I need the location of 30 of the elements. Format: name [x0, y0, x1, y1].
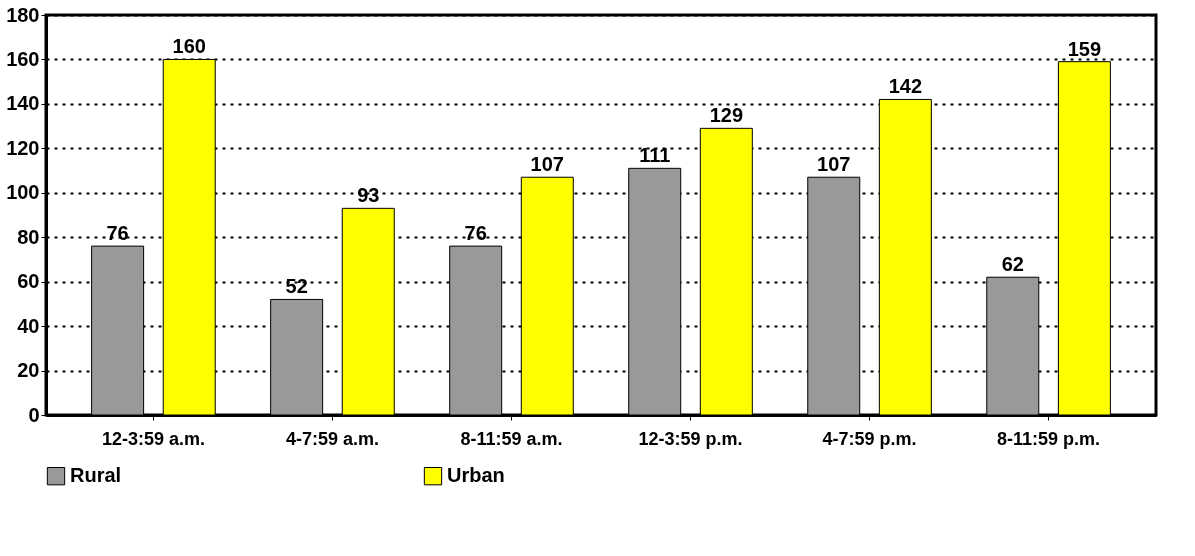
data-label: 107: [530, 153, 564, 176]
data-label: 111: [639, 144, 671, 167]
data-label: 129: [709, 104, 744, 127]
legend-label: Rural: [70, 464, 122, 487]
y-tick-label: 100: [6, 181, 40, 204]
x-tick-label: 12-3:59 a.m.: [101, 428, 205, 449]
y-tick-label: 20: [17, 359, 40, 382]
y-tick-label: 80: [17, 225, 40, 248]
legend-label: Urban: [447, 464, 505, 487]
y-tick-label: 120: [6, 136, 40, 159]
data-label: 142: [888, 75, 923, 98]
data-label: 76: [464, 222, 487, 245]
data-label: 93: [357, 184, 380, 207]
x-tick-label: 12-3:59 p.m.: [638, 428, 743, 449]
data-label: 107: [817, 153, 851, 176]
data-label: 159: [1067, 37, 1102, 60]
data-label: 160: [172, 35, 206, 58]
y-tick-label: 0: [28, 403, 40, 426]
x-tick-label: 4-7:59 p.m.: [822, 428, 917, 449]
x-tick-label: 4-7:59 a.m.: [285, 428, 379, 449]
y-tick-label: 40: [17, 314, 40, 337]
data-label: 52: [285, 275, 308, 298]
y-tick-label: 60: [17, 270, 40, 293]
data-label: 62: [1001, 253, 1024, 276]
data-label: 76: [106, 222, 129, 245]
y-tick-label: 180: [6, 3, 40, 26]
y-tick-label: 160: [6, 47, 40, 70]
x-tick-label: 8-11:59 a.m.: [460, 428, 563, 449]
x-tick-label: 8-11:59 p.m.: [997, 428, 1101, 449]
y-tick-label: 140: [6, 92, 40, 115]
